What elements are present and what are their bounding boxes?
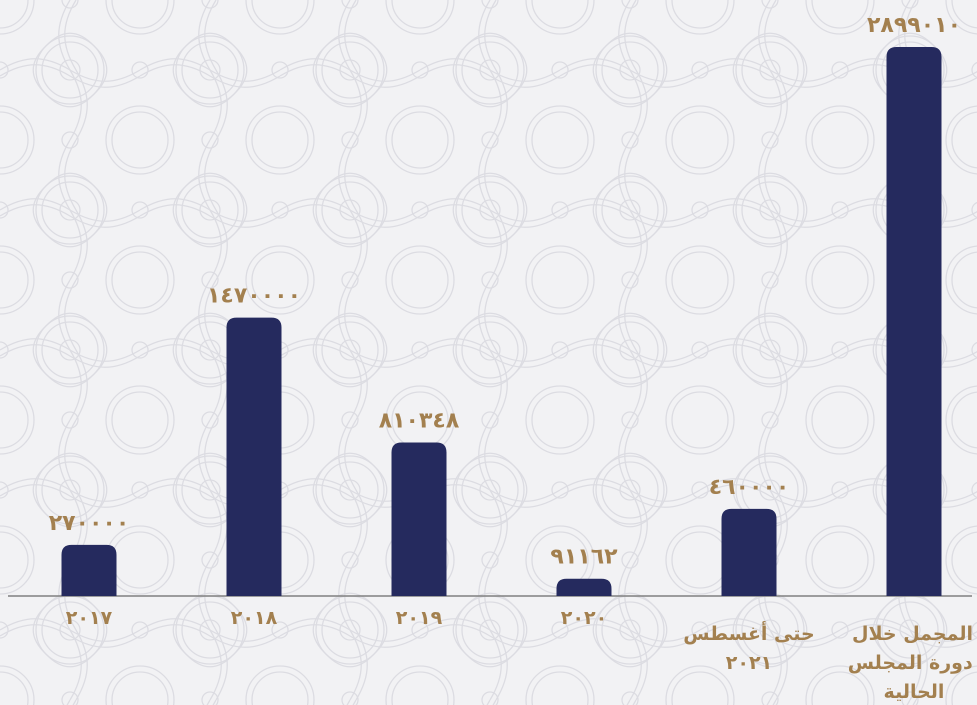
category-label-4-line-1: ٢٠٢١ (726, 652, 772, 674)
category-label-2-line-0: ٢٠١٩ (396, 607, 443, 629)
category-label-5-line-2: الحالية (884, 681, 945, 703)
category-label-5-line-0: المجمل خلال (852, 623, 973, 645)
category-label-0-line-0: ٢٠١٧ (66, 607, 113, 629)
category-label-4-line-0: حتى أغسطس (683, 621, 814, 645)
value-label-0: ٢٧٠٠٠٠ (49, 511, 130, 536)
value-label-4: ٤٦٠٠٠٠ (709, 475, 790, 500)
category-label-5-line-1: دورة المجلس (848, 652, 973, 674)
category-label-3-line-0: ٢٠٢٠ (561, 607, 607, 629)
value-labels-group: ٢٧٠٠٠٠ ١٤٧٠٠٠٠ ٨١٠٣٤٨ ٩١١٦٢ ٤٦٠٠٠٠ ٢٨٩٩٠١٠ (49, 13, 961, 570)
bar-4 (721, 508, 777, 596)
value-label-1: ١٤٧٠٠٠٠ (207, 284, 301, 309)
value-label-5: ٢٨٩٩٠١٠ (867, 13, 961, 38)
category-label-1-line-0: ٢٠١٨ (231, 607, 278, 629)
value-label-2: ٨١٠٣٤٨ (379, 409, 460, 434)
bar-2 (391, 442, 447, 596)
value-label-3: ٩١١٦٢ (550, 545, 618, 570)
bar-0 (61, 544, 117, 596)
bar-1 (226, 317, 282, 596)
bar-5 (886, 47, 942, 596)
category-labels-group: ٢٠١٧ ٢٠١٨ ٢٠١٩ ٢٠٢٠ حتى أغسطس ٢٠٢١ المجمل خلال… (66, 607, 973, 703)
bars-group (61, 47, 942, 596)
bar-3 (556, 578, 612, 596)
